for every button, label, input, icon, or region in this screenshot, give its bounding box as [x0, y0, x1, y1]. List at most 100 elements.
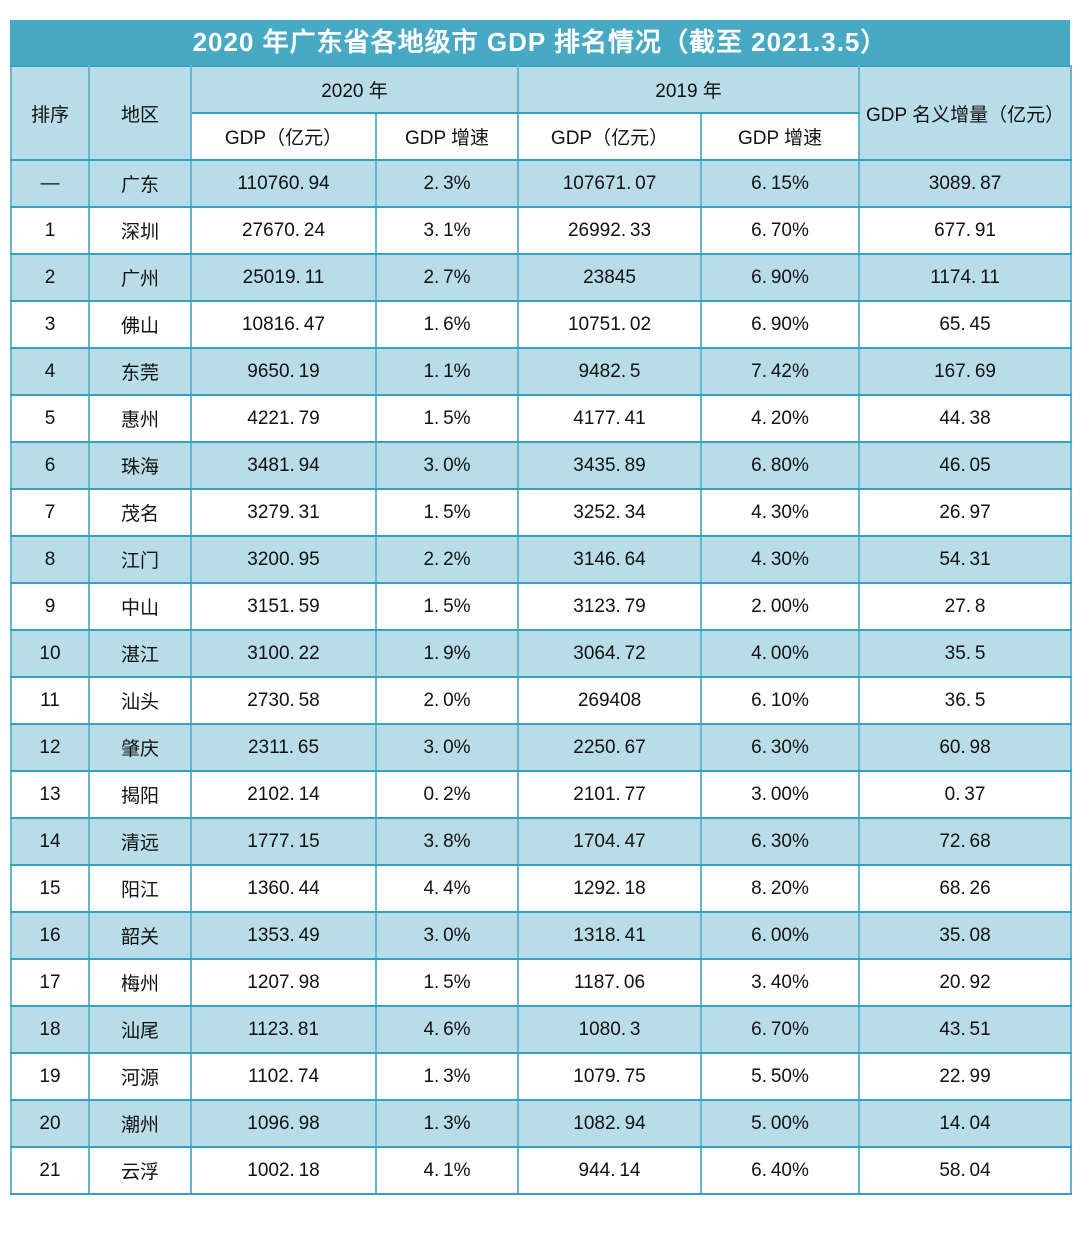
cell-growth-2020: 2. 2%: [374, 535, 520, 584]
table-row: 5 惠州 4221. 79 1. 5% 4177. 41 4. 20% 44. 38: [10, 394, 1073, 443]
cell-growth-2019: 2. 00%: [700, 582, 861, 631]
cell-nominal-increase: 36. 5: [858, 676, 1073, 725]
cell-nominal-increase: 72. 68: [858, 817, 1073, 866]
table-row: 8 江门 3200. 95 2. 2% 3146. 64 4. 30% 54. 31: [10, 535, 1073, 584]
cell-region: 肇庆: [88, 723, 192, 772]
table-row: 14 清远 1777. 15 3. 8% 1704. 47 6. 30% 72. 68: [10, 817, 1073, 866]
cell-rank: 10: [10, 629, 90, 678]
table-row: 6 珠海 3481. 94 3. 0% 3435. 89 6. 80% 46. 05: [10, 441, 1073, 490]
cell-gdp-2020: 2730. 58: [190, 676, 377, 725]
cell-growth-2019: 7. 42%: [700, 347, 861, 396]
cell-gdp-2020: 4221. 79: [190, 394, 377, 443]
table-row: 21 云浮 1002. 18 4. 1% 944. 14 6. 40% 58. 04: [10, 1146, 1073, 1195]
cell-gdp-2020: 110760. 94: [190, 159, 377, 208]
cell-region: 阳江: [88, 864, 192, 913]
cell-gdp-2020: 3100. 22: [190, 629, 377, 678]
cell-rank: 13: [10, 770, 90, 819]
gdp-table-card: 2020 年广东省各地级市 GDP 排名情况（截至 2021.3.5） 排序 地…: [10, 20, 1073, 1195]
cell-region: 茂名: [88, 488, 192, 537]
cell-growth-2019: 6. 70%: [700, 1005, 861, 1054]
cell-nominal-increase: 60. 98: [858, 723, 1073, 772]
cell-rank: 18: [10, 1005, 90, 1054]
cell-growth-2019: 5. 50%: [700, 1052, 861, 1101]
cell-gdp-2020: 3151. 59: [190, 582, 377, 631]
header-growth-2020: GDP 增速: [374, 112, 520, 161]
cell-region: 云浮: [88, 1146, 192, 1195]
cell-rank: 1: [10, 206, 90, 255]
table-row: 3 佛山 10816. 47 1. 6% 10751. 02 6. 90% 65. 45: [10, 300, 1073, 349]
cell-nominal-increase: 22. 99: [858, 1052, 1073, 1101]
cell-gdp-2019: 1187. 06: [517, 958, 703, 1007]
cell-growth-2020: 4. 4%: [374, 864, 520, 913]
header-year-2019: 2019 年: [517, 65, 861, 114]
cell-growth-2019: 4. 30%: [700, 488, 861, 537]
cell-growth-2019: 6. 90%: [700, 300, 861, 349]
cell-nominal-increase: 167. 69: [858, 347, 1073, 396]
cell-growth-2020: 3. 8%: [374, 817, 520, 866]
cell-gdp-2019: 23845: [517, 253, 703, 302]
cell-growth-2020: 1. 5%: [374, 488, 520, 537]
header-rank: 排序: [10, 65, 90, 161]
cell-growth-2019: 3. 00%: [700, 770, 861, 819]
cell-gdp-2020: 1096. 98: [190, 1099, 377, 1148]
cell-gdp-2019: 1082. 94: [517, 1099, 703, 1148]
cell-gdp-2020: 10816. 47: [190, 300, 377, 349]
cell-rank: —: [10, 159, 90, 208]
cell-growth-2019: 3. 40%: [700, 958, 861, 1007]
cell-rank: 20: [10, 1099, 90, 1148]
cell-rank: 9: [10, 582, 90, 631]
cell-growth-2020: 1. 3%: [374, 1052, 520, 1101]
cell-gdp-2020: 27670. 24: [190, 206, 377, 255]
cell-rank: 19: [10, 1052, 90, 1101]
table-row: 19 河源 1102. 74 1. 3% 1079. 75 5. 50% 22. 99: [10, 1052, 1073, 1101]
cell-region: 河源: [88, 1052, 192, 1101]
cell-growth-2019: 6. 80%: [700, 441, 861, 490]
table-row: 17 梅州 1207. 98 1. 5% 1187. 06 3. 40% 20. 92: [10, 958, 1073, 1007]
cell-growth-2019: 6. 00%: [700, 911, 861, 960]
cell-gdp-2019: 9482. 5: [517, 347, 703, 396]
cell-gdp-2019: 26992. 33: [517, 206, 703, 255]
cell-gdp-2019: 1318. 41: [517, 911, 703, 960]
cell-gdp-2019: 3123. 79: [517, 582, 703, 631]
cell-growth-2020: 1. 9%: [374, 629, 520, 678]
cell-region: 汕尾: [88, 1005, 192, 1054]
cell-gdp-2019: 1079. 75: [517, 1052, 703, 1101]
cell-growth-2020: 3. 0%: [374, 441, 520, 490]
cell-growth-2020: 2. 7%: [374, 253, 520, 302]
header-growth-2019: GDP 增速: [700, 112, 861, 161]
cell-rank: 15: [10, 864, 90, 913]
cell-region: 佛山: [88, 300, 192, 349]
cell-region: 揭阳: [88, 770, 192, 819]
cell-gdp-2020: 1353. 49: [190, 911, 377, 960]
cell-growth-2020: 1. 5%: [374, 394, 520, 443]
header-row-sub: GDP（亿元） GDP 增速 GDP（亿元） GDP 增速: [11, 112, 1071, 161]
cell-growth-2019: 4. 30%: [700, 535, 861, 584]
cell-growth-2020: 1. 5%: [374, 582, 520, 631]
cell-nominal-increase: 20. 92: [858, 958, 1073, 1007]
cell-nominal-increase: 14. 04: [858, 1099, 1073, 1148]
cell-gdp-2020: 2311. 65: [190, 723, 377, 772]
header-year-2020: 2020 年: [189, 65, 520, 114]
cell-nominal-increase: 1174. 11: [858, 253, 1073, 302]
table-row: 1 深圳 27670. 24 3. 1% 26992. 33 6. 70% 677. 91: [10, 206, 1073, 255]
cell-region: 潮州: [88, 1099, 192, 1148]
cell-rank: 3: [10, 300, 90, 349]
table-row: 15 阳江 1360. 44 4. 4% 1292. 18 8. 20% 68. 26: [10, 864, 1073, 913]
cell-growth-2020: 1. 6%: [374, 300, 520, 349]
cell-region: 梅州: [88, 958, 192, 1007]
cell-nominal-increase: 0. 37: [858, 770, 1073, 819]
cell-nominal-increase: 43. 51: [858, 1005, 1073, 1054]
cell-region: 深圳: [88, 206, 192, 255]
gdp-ranking-table: 排序 地区 2020 年 2019 年 GDP 名义增量（亿元） GDP（亿元）…: [10, 65, 1073, 1195]
table-row: 13 揭阳 2102. 14 0. 2% 2101. 77 3. 00% 0. 37: [10, 770, 1073, 819]
cell-rank: 4: [10, 347, 90, 396]
table-row: 20 潮州 1096. 98 1. 3% 1082. 94 5. 00% 14. 04: [10, 1099, 1073, 1148]
cell-nominal-increase: 68. 26: [858, 864, 1073, 913]
cell-growth-2019: 4. 00%: [700, 629, 861, 678]
cell-growth-2020: 4. 6%: [374, 1005, 520, 1054]
cell-growth-2020: 1. 1%: [374, 347, 520, 396]
cell-region: 广东: [88, 159, 192, 208]
cell-growth-2019: 6. 10%: [700, 676, 861, 725]
cell-gdp-2019: 3064. 72: [517, 629, 703, 678]
table-row: 12 肇庆 2311. 65 3. 0% 2250. 67 6. 30% 60. 98: [10, 723, 1073, 772]
